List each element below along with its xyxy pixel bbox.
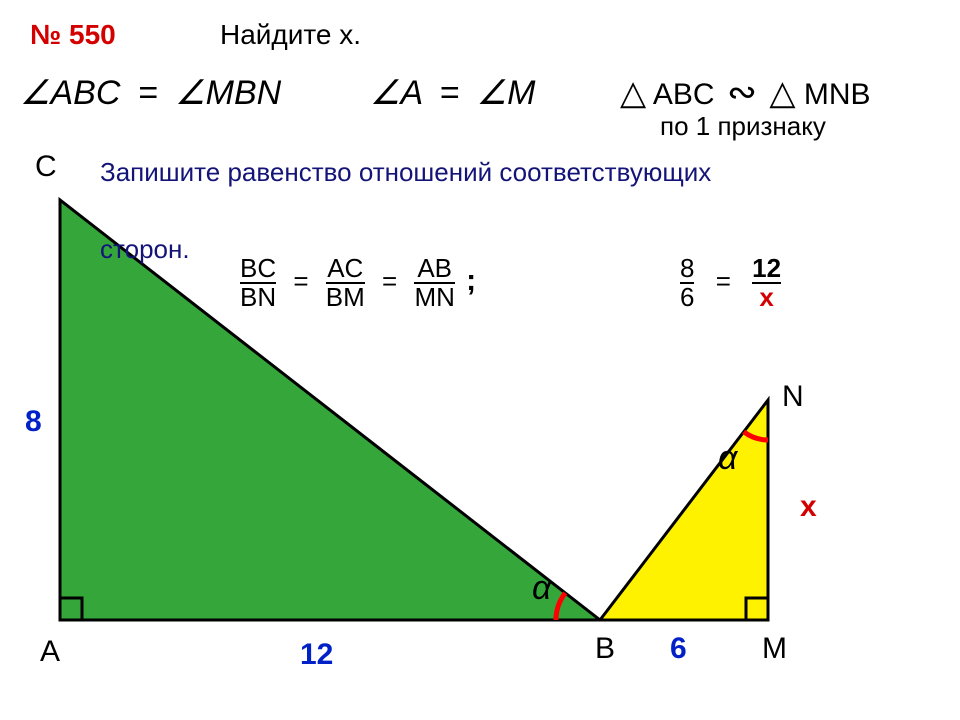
problem-number: № 550 — [30, 20, 116, 51]
frac-ab-mn-den: MN — [414, 282, 454, 311]
frac-8-6-num: 8 — [680, 255, 694, 282]
eq-sign-r1: = — [283, 266, 318, 296]
frac-bc-bn-num: BC — [240, 255, 276, 282]
vertex-b-label: B — [595, 632, 615, 665]
triangle-bnm — [600, 400, 768, 620]
vertex-n-label: N — [782, 380, 804, 413]
side-6-label: 6 — [670, 632, 687, 665]
alpha-at-b: α — [532, 570, 551, 607]
side-12-label: 12 — [300, 638, 333, 671]
frac-bc-bn-den: BN — [240, 282, 276, 311]
frac-bc-bn: BC BN — [240, 255, 276, 312]
eq-sign-1: = — [130, 74, 166, 112]
frac-8-6-den: 6 — [680, 282, 694, 311]
frac-ab-mn-num: AB — [414, 255, 454, 282]
frac-ac-bm-num: AC — [326, 255, 365, 282]
frac-ac-bm-den: BM — [326, 282, 365, 311]
equation-angles-a-m: ∠A = ∠M — [370, 75, 535, 112]
frac-12-x-den: x — [752, 282, 781, 311]
eq-sign-n: = — [702, 266, 745, 296]
angle-m: ∠M — [477, 74, 536, 112]
frac-ab-mn: AB MN — [414, 255, 454, 312]
side-8-label: 8 — [25, 405, 42, 438]
angle-a: ∠A — [370, 74, 422, 112]
frac-12-x-num: 12 — [752, 255, 781, 282]
ratios-semicolon: ; — [462, 264, 476, 297]
side-x-label: x — [800, 490, 817, 523]
frac-12-x: 12 x — [752, 255, 781, 312]
triangle-mnb-label: MNB — [804, 78, 871, 111]
frac-8-6: 8 6 — [680, 255, 694, 312]
equation-angles-abc-mbn: ∠ABC = ∠MBN — [20, 75, 281, 112]
triangle-symbol-2: △ — [769, 74, 795, 112]
alpha-at-n: α — [718, 440, 737, 477]
numeric-ratios-block: 8 6 = 12 x — [680, 255, 781, 312]
stage: № 550 Найдите х. ∠ABC = ∠MBN ∠A = ∠M △ A… — [0, 0, 960, 720]
eq-sign-r2: = — [372, 266, 407, 296]
eq-sign-2: = — [431, 74, 467, 112]
vertex-m-label: M — [762, 632, 787, 665]
vertex-c-label: C — [35, 150, 57, 183]
angle-mbn: ∠MBN — [175, 74, 281, 112]
similar-symbol: ∾ — [723, 72, 761, 112]
triangle-abc-label: ABC — [653, 78, 715, 111]
similar-triangles: △ ABC ∾ △ MNB — [620, 72, 871, 112]
angle-abc: ∠ABC — [20, 74, 120, 112]
instruction-line-1: Запишите равенство отношений соответству… — [100, 158, 711, 187]
criterion-text: по 1 признаку — [660, 112, 826, 141]
frac-ac-bm: AC BM — [326, 255, 365, 312]
instruction-line-2: сторон. — [100, 235, 190, 264]
vertex-a-label: A — [40, 635, 60, 668]
triangle-symbol-1: △ — [620, 74, 646, 112]
find-x-text: Найдите х. — [220, 20, 361, 51]
ratios-block: BC BN = AC BM = AB MN ; — [240, 255, 476, 312]
